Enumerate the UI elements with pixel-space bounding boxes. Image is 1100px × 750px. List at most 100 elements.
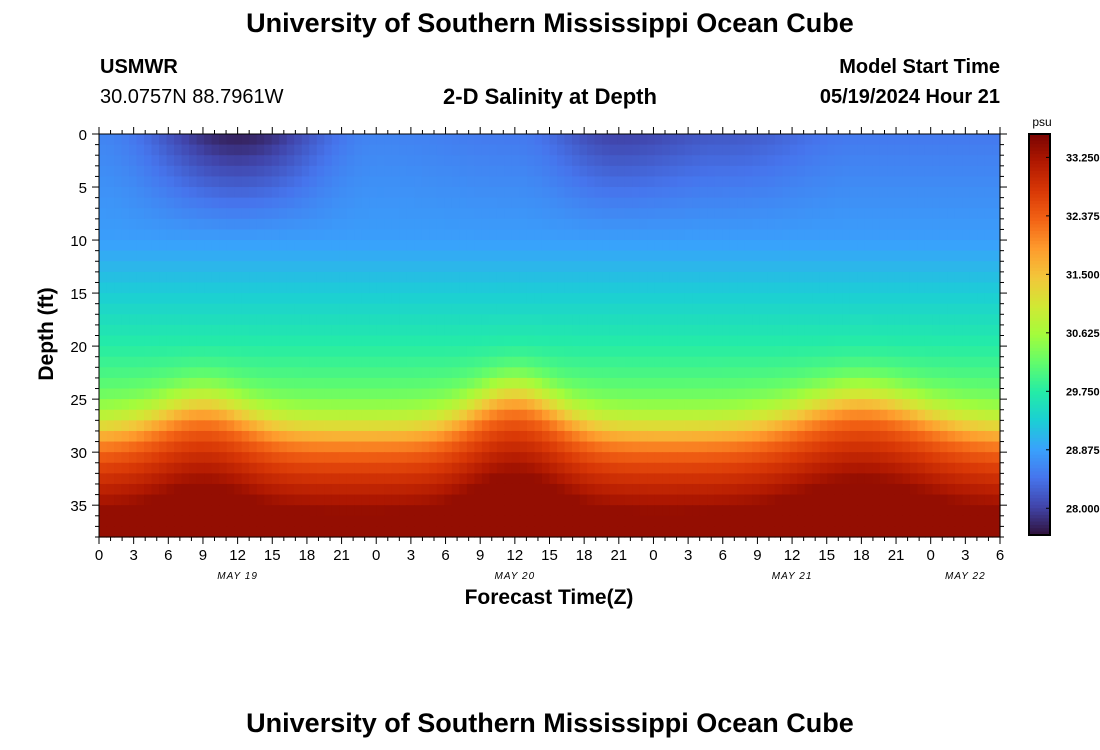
heatmap-cell [977,187,986,199]
heatmap-cell [602,409,611,421]
heatmap-cell [114,155,123,167]
heatmap-cell [939,356,949,368]
heatmap-cell [451,229,460,241]
heatmap-cell [249,335,258,347]
heatmap-cell [572,282,581,294]
heatmap-cell [294,218,303,231]
heatmap-cell [857,483,866,496]
heatmap-cell [962,293,971,305]
heatmap-cell [572,218,581,231]
heatmap-cell [759,388,768,400]
heatmap-cell [887,526,896,538]
heatmap-cell [466,208,476,220]
heatmap-cell [647,430,656,443]
colorbar-swatch [1029,397,1050,402]
colorbar-swatch [1029,230,1050,235]
heatmap-cell [181,441,190,453]
heatmap-cell [984,483,994,496]
heatmap-cell [744,441,753,453]
heatmap-cell [264,515,273,527]
heatmap-cell [699,218,708,231]
heatmap-cell [136,473,145,485]
heatmap-cell [459,314,468,326]
heatmap-cell [669,420,678,432]
heatmap-cell [99,452,108,464]
heatmap-cell [151,144,160,156]
colorbar-swatch [1029,160,1050,165]
heatmap-cell [301,356,310,368]
heatmap-cell [969,462,979,474]
heatmap-cell [707,473,716,485]
heatmap-cell [587,293,596,305]
heatmap-cell [572,430,581,443]
heatmap-cell [992,165,1001,178]
heatmap-cell [256,335,265,347]
heatmap-cell [909,494,919,506]
heatmap-cell [511,324,521,337]
heatmap-cell [219,505,228,517]
heatmap-cell [872,282,881,294]
heatmap-cell [879,409,888,421]
heatmap-cell [924,420,934,432]
heatmap-cell [264,208,273,220]
heatmap-cell [294,346,303,358]
heatmap-cell [451,176,460,188]
heatmap-cell [271,377,280,390]
heatmap-cell [496,473,506,485]
heatmap-cell [541,399,551,411]
colorbar-swatch [1029,267,1050,272]
heatmap-cell [264,165,273,178]
heatmap-cell [444,483,453,496]
heatmap-cell [264,388,273,400]
heatmap-cell [204,187,213,199]
heatmap-cell [789,229,798,241]
heatmap-cell [399,441,408,453]
heatmap-cell [564,420,573,432]
heatmap-cell [406,229,415,241]
heatmap-cell [587,526,596,538]
heatmap-cell [767,218,776,231]
heatmap-cell [902,229,911,241]
heatmap-cell [812,250,821,262]
colorbar-swatch [1029,498,1050,503]
heatmap-cell [504,441,513,453]
heatmap-cell [632,346,641,358]
heatmap-cell [526,441,536,453]
heatmap-cell [752,346,761,358]
heatmap-cell [114,462,123,474]
heatmap-cell [421,420,430,432]
heatmap-cell [414,346,423,358]
heatmap-cell [376,399,385,411]
heatmap-cell [557,452,566,464]
heatmap-cell [294,197,303,209]
heatmap-cell [511,441,521,453]
heatmap-cell [767,409,776,421]
heatmap-cell [301,409,310,421]
heatmap-cell [391,240,400,252]
colorbar-tick-label: 28.875 [1066,445,1100,457]
heatmap-cell [114,473,123,485]
heatmap-cell [129,293,138,305]
heatmap-cell [384,462,393,474]
heatmap-cell [827,367,836,379]
heatmap-cell [894,218,903,231]
heatmap-cell [714,356,723,368]
heatmap-cell [639,441,648,453]
heatmap-cell [181,409,190,421]
heatmap-cell [564,367,573,379]
heatmap-cell [827,165,836,178]
heatmap-cell [474,388,483,400]
heatmap-cell [234,229,243,241]
heatmap-cell [624,515,633,527]
heatmap-cell [969,441,979,453]
heatmap-cell [647,462,656,474]
heatmap-cell [797,261,806,273]
heatmap-cell [489,483,498,496]
heatmap-cell [496,240,506,252]
heatmap-cell [632,293,641,305]
heatmap-cell [181,271,190,284]
heatmap-cell [557,293,566,305]
heatmap-cell [211,293,220,305]
heatmap-cell [879,187,888,199]
heatmap-cell [354,473,363,485]
